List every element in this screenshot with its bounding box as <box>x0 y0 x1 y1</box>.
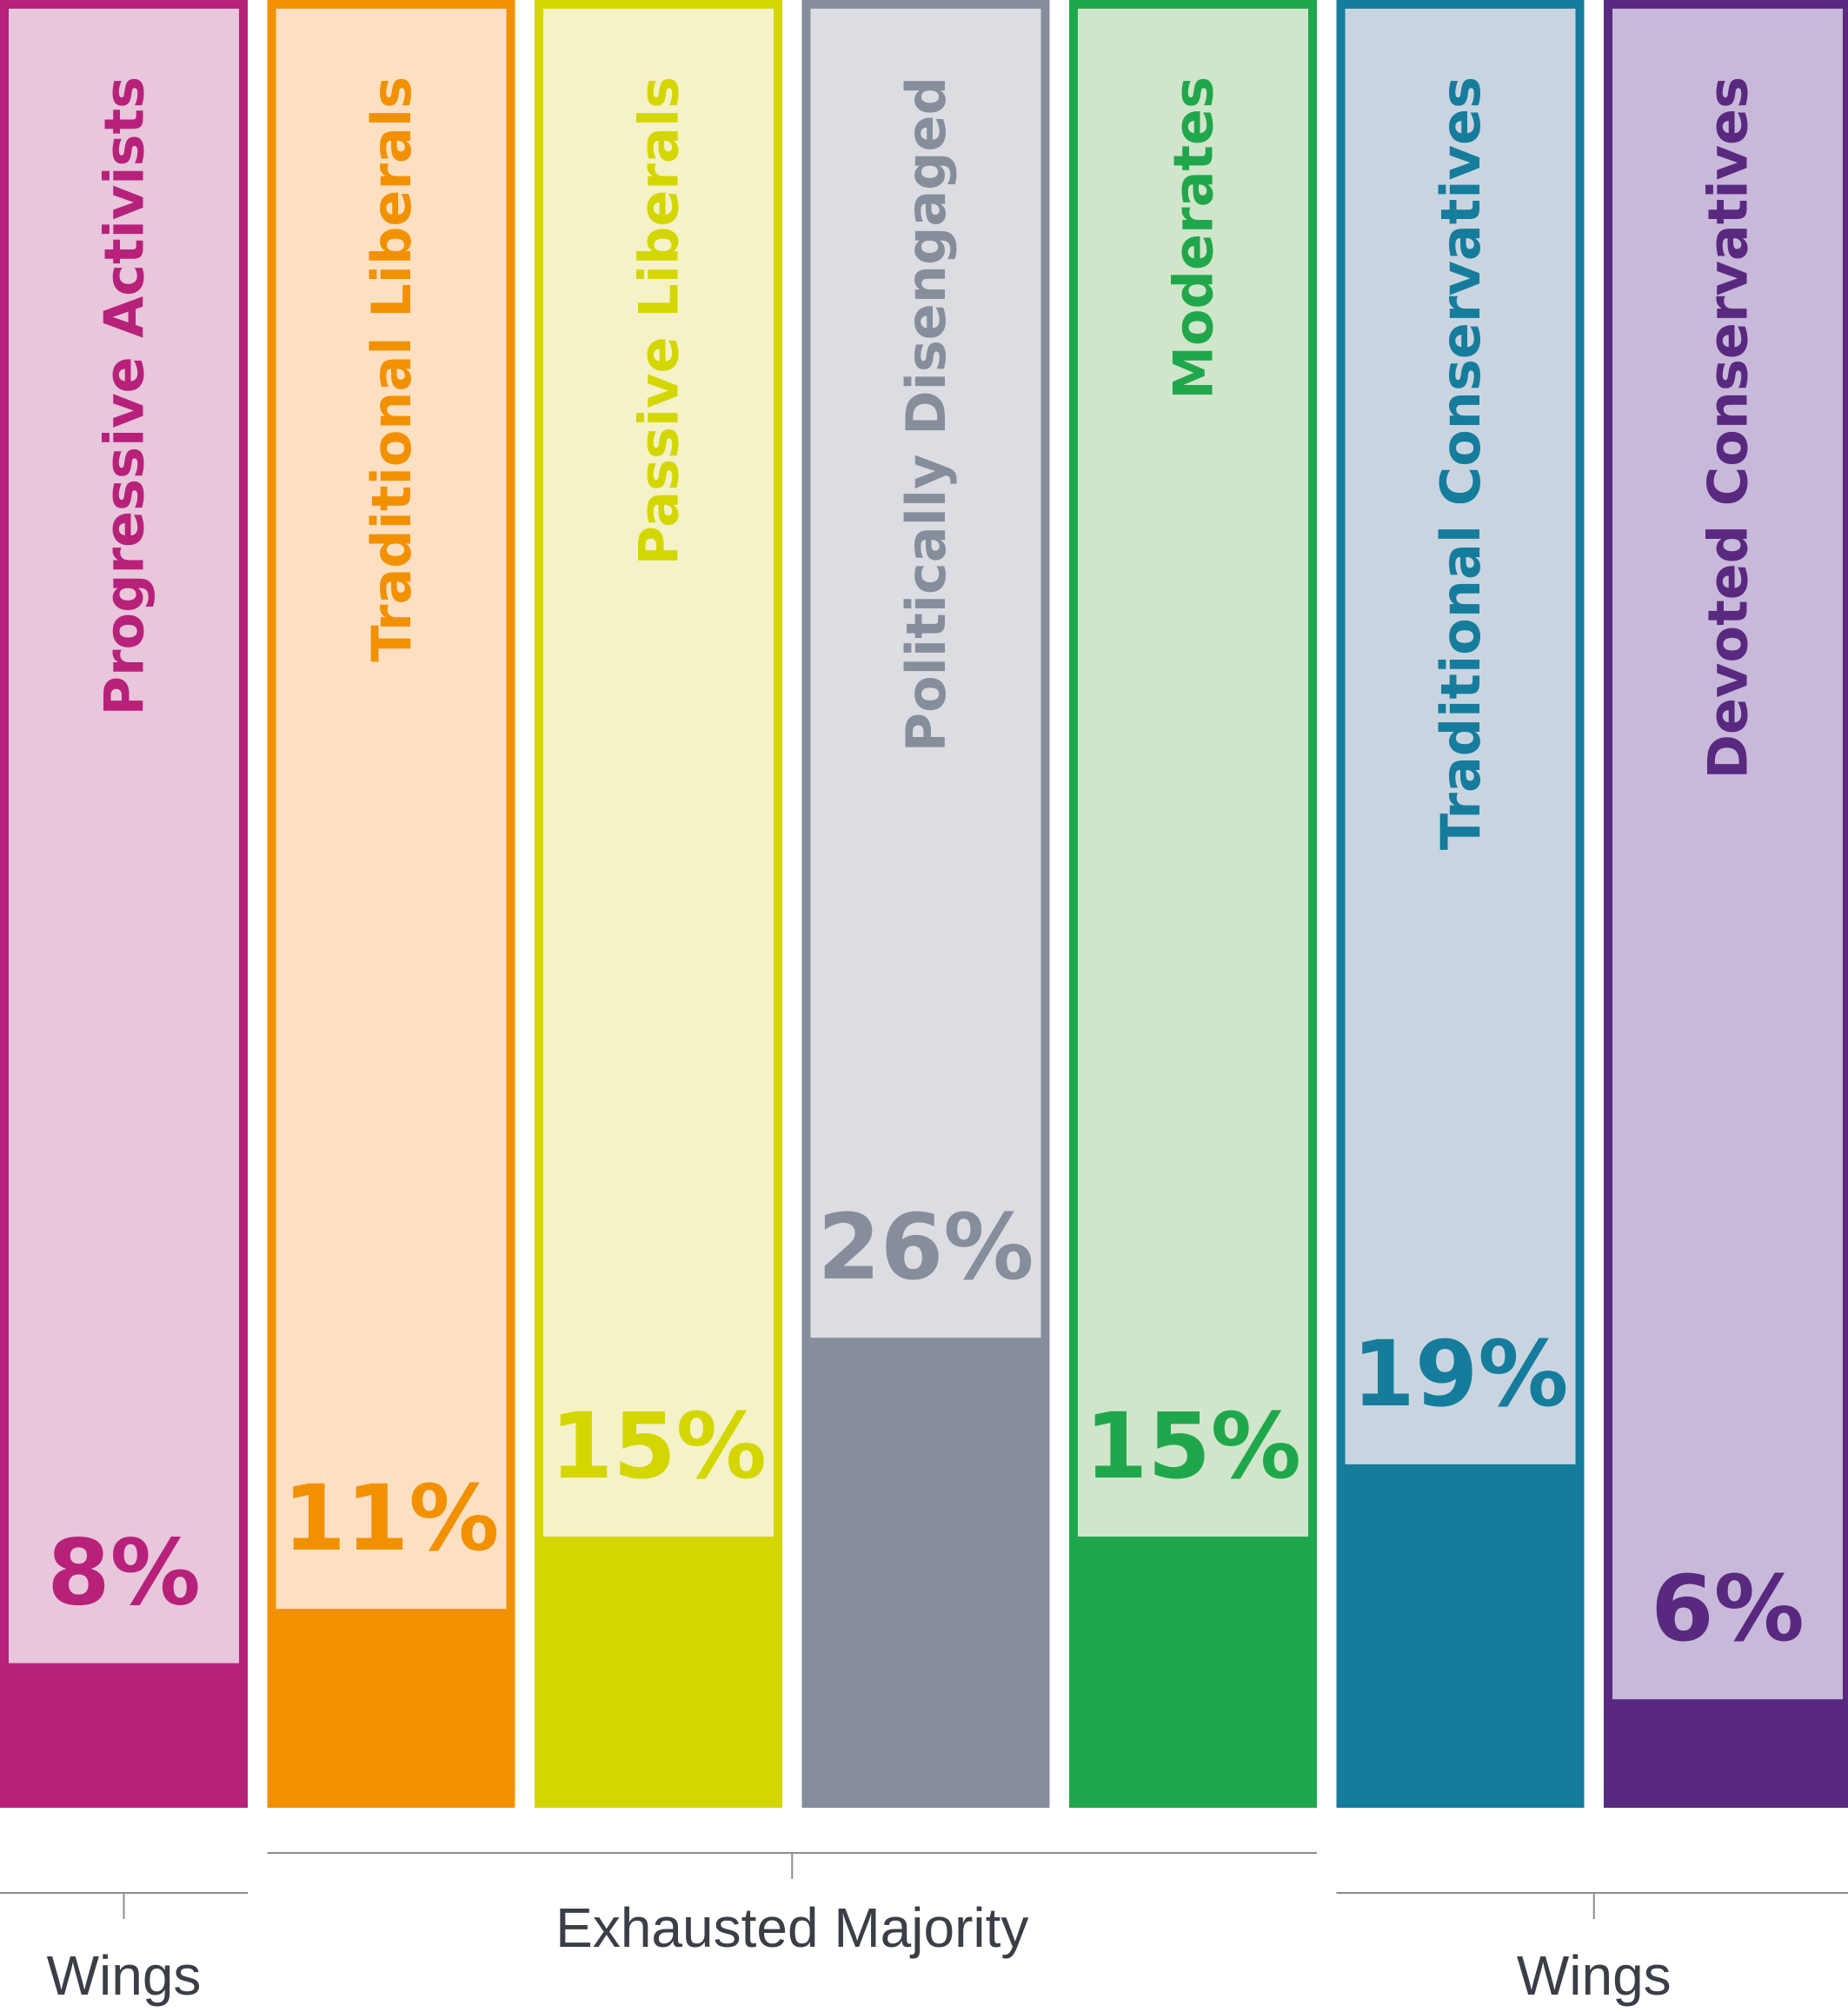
segment-column-politically-disengaged: Politically Disengaged 26% <box>801 0 1050 1808</box>
category-label-traditional-conservatives: Traditional Conservatives <box>1429 76 1492 850</box>
group-label-wings-0: Wings <box>47 1944 202 2007</box>
category-label-moderates: Moderates <box>1162 76 1226 400</box>
value-label-traditional-liberals: 11% <box>283 1465 500 1571</box>
group-wings-2: Wings <box>1336 1892 1848 2007</box>
bar-devoted-conservatives <box>1604 1699 1848 1808</box>
bar-traditional-liberals <box>267 1609 515 1808</box>
bars-layer: Progressive Activists 8% Traditional Liber… <box>0 0 1848 1808</box>
bar-traditional-conservatives <box>1336 1464 1585 1808</box>
segment-column-traditional-liberals: Traditional Liberals 11% <box>267 0 515 1808</box>
segment-column-traditional-conservatives: Traditional Conservatives 19% <box>1336 0 1585 1808</box>
value-label-devoted-conservatives: 6% <box>1651 1556 1805 1662</box>
segment-column-progressive-activists: Progressive Activists 8% <box>0 0 248 1808</box>
segment-background-passive-liberals <box>535 0 782 1808</box>
group-exhausted-majority-1: Exhausted Majority <box>267 1852 1317 1959</box>
segment-column-moderates: Moderates 15% <box>1069 0 1317 1808</box>
value-label-politically-disengaged: 26% <box>818 1194 1034 1300</box>
segment-background-traditional-liberals <box>267 0 515 1808</box>
segment-column-passive-liberals: Passive Liberals 15% <box>535 0 782 1808</box>
bar-progressive-activists <box>0 1663 248 1808</box>
group-brackets-layer: Wings Exhausted Majority Wings <box>0 1852 1848 2007</box>
category-label-politically-disengaged: Politically Disengaged <box>894 76 958 752</box>
segment-background-progressive-activists <box>0 0 248 1808</box>
group-label-exhausted-majority-1: Exhausted Majority <box>555 1896 1028 1959</box>
bar-moderates <box>1069 1537 1317 1808</box>
category-label-devoted-conservatives: Devoted Conservatives <box>1697 76 1760 779</box>
value-label-passive-liberals: 15% <box>550 1393 767 1499</box>
category-label-passive-liberals: Passive Liberals <box>628 76 691 565</box>
bar-passive-liberals <box>535 1537 782 1808</box>
segment-column-devoted-conservatives: Devoted Conservatives 6% <box>1604 0 1848 1808</box>
category-label-traditional-liberals: Traditional Liberals <box>360 76 423 662</box>
group-label-wings-2: Wings <box>1517 1944 1672 2007</box>
bar-politically-disengaged <box>801 1338 1050 1808</box>
category-label-progressive-activists: Progressive Activists <box>93 76 156 715</box>
value-label-progressive-activists: 8% <box>47 1520 201 1626</box>
value-label-moderates: 15% <box>1085 1393 1301 1499</box>
value-label-traditional-conservatives: 19% <box>1353 1321 1569 1427</box>
group-wings-0: Wings <box>0 1892 248 2007</box>
